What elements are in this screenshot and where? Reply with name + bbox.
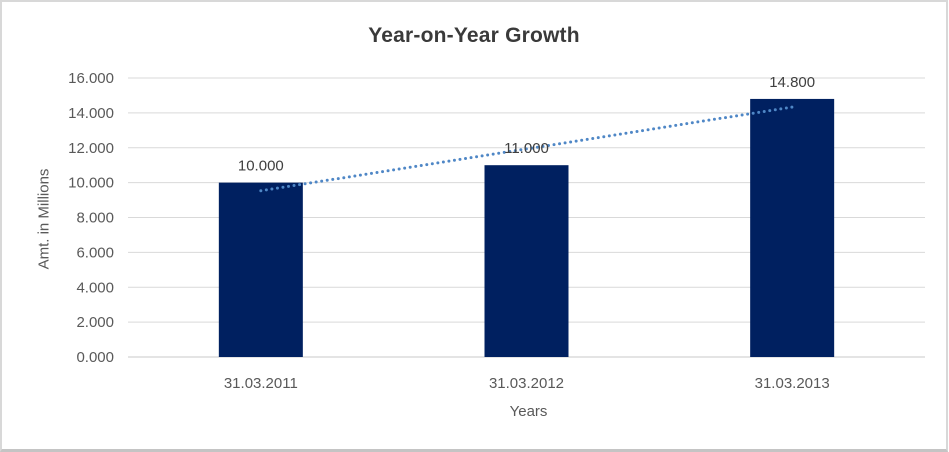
y-tick-label: 10.000 (68, 175, 114, 192)
y-tick-label: 4.000 (76, 279, 114, 296)
x-tick-label: 31.03.2011 (224, 375, 298, 392)
y-tick-label: 6.000 (76, 244, 114, 261)
x-axis-title: Years (509, 403, 548, 420)
trendline (259, 105, 794, 193)
bar (218, 182, 303, 357)
x-tick-label: 31.03.2013 (755, 375, 830, 392)
bar (750, 98, 835, 358)
bar (484, 165, 569, 357)
y-tick-label: 8.000 (76, 210, 114, 227)
x-tick-label: 31.03.2012 (489, 375, 564, 392)
chart-title: Year-on-Year Growth (368, 24, 580, 47)
y-tick-label: 14.000 (68, 105, 114, 122)
data-label: 10.000 (238, 158, 284, 175)
y-tick-label: 12.000 (68, 140, 114, 157)
data-label: 14.800 (769, 74, 815, 91)
y-tick-label: 0.000 (76, 349, 114, 366)
y-tick-label: 16.000 (68, 70, 114, 87)
data-label: 11.000 (504, 140, 549, 157)
y-tick-label: 2.000 (76, 314, 114, 331)
